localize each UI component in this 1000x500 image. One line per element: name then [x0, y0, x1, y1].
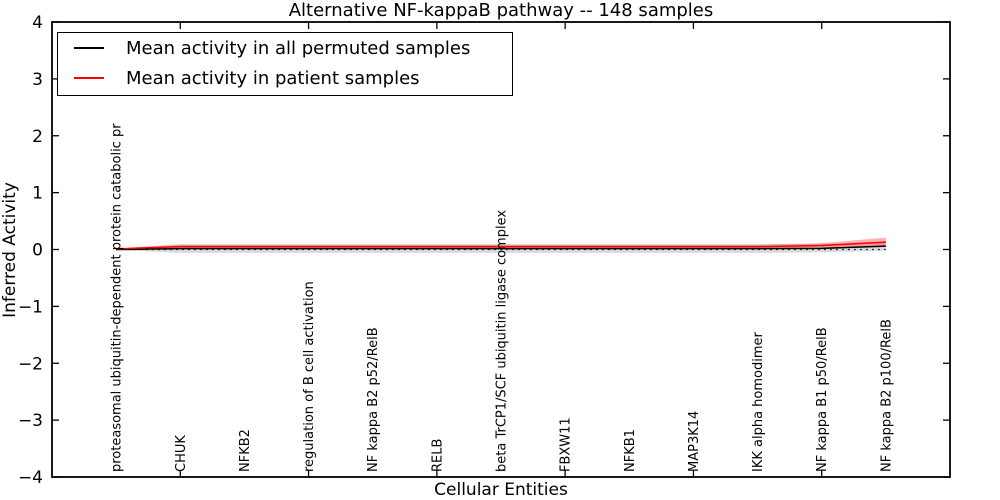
entity-label: proteasomal ubiquitin-dependent protein … — [110, 123, 125, 472]
y-tick-label: 1 — [32, 184, 43, 204]
entity-label: NFKB2 — [238, 429, 253, 472]
entity-label: NF kappa B2 p100/RelB — [879, 319, 894, 472]
entity-label: MAP3K14 — [687, 411, 702, 472]
series-band-0 — [116, 242, 886, 253]
series-line-1 — [116, 241, 886, 250]
legend-label-patient: Mean activity in patient samples — [126, 67, 420, 89]
permuted-line-sample — [74, 47, 104, 49]
entity-label: NFKB1 — [623, 429, 638, 472]
patient-line-sample — [74, 77, 104, 79]
series-line-0 — [116, 245, 886, 251]
legend-label-permuted: Mean activity in all permuted samples — [126, 37, 471, 59]
legend-item-permuted: Mean activity in all permuted samples — [58, 33, 512, 63]
entity-label: CHUK — [174, 435, 189, 472]
entity-label: NF kappa B1 p50/RelB — [815, 327, 830, 472]
chart-title: Alternative NF-kappaB pathway -- 148 sam… — [288, 0, 714, 21]
y-axis-label: Inferred Activity — [0, 182, 20, 318]
y-tick-label: 2 — [32, 127, 43, 147]
entity-label: RELB — [430, 439, 445, 472]
y-tick-label: 0 — [32, 241, 43, 261]
entity-label: NF kappa B2 p52/RelB — [366, 327, 381, 472]
legend: Mean activity in all permuted samples Me… — [57, 32, 513, 96]
entity-label: IKK alpha homodimer — [751, 331, 766, 472]
entity-label: FBXW11 — [559, 417, 574, 472]
entity-label: beta TrCP1/SCF ubiquitin ligase complex — [495, 210, 510, 472]
y-tick-label: −1 — [18, 297, 43, 317]
legend-item-patient: Mean activity in patient samples — [58, 63, 512, 93]
y-tick-label: −4 — [18, 468, 43, 488]
y-tick-label: 3 — [32, 70, 43, 90]
y-tick-label: 4 — [32, 13, 43, 33]
x-axis-label: Cellular Entities — [434, 480, 568, 500]
y-tick-label: −2 — [18, 354, 43, 374]
entity-label: regulation of B cell activation — [302, 281, 317, 472]
y-tick-label: −3 — [18, 411, 43, 431]
